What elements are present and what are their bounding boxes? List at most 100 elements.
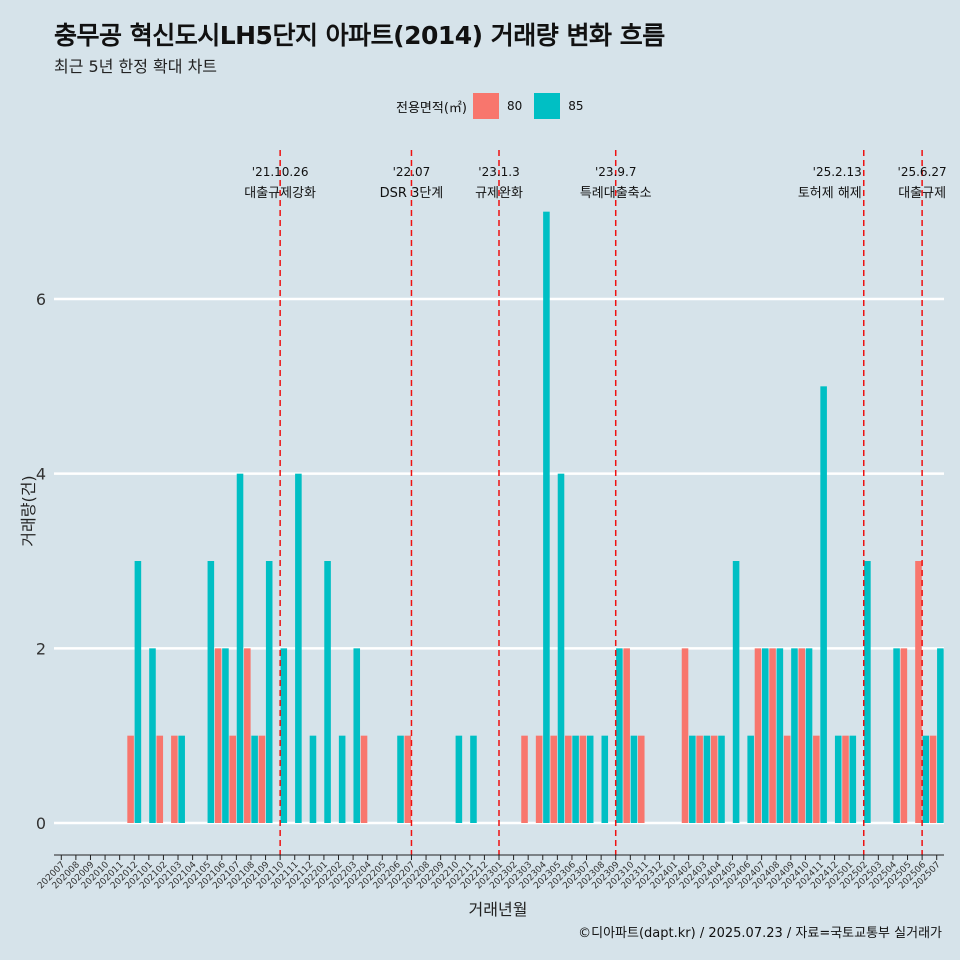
- event-date: '25.2.13: [813, 165, 862, 179]
- bar-80-202109: [258, 735, 266, 823]
- bar-85-202110: [280, 648, 288, 823]
- bar-80-202311: [637, 735, 645, 823]
- bar-85-202409: [791, 648, 798, 823]
- bar-85-202410: [805, 648, 813, 823]
- bar-85-202406: [747, 735, 754, 823]
- bar-85-202310: [630, 735, 638, 823]
- bar-80-202310: [623, 648, 630, 823]
- bar-85-202308: [601, 735, 609, 823]
- bar-80-202103: [171, 735, 178, 823]
- bar-85-202405: [732, 561, 740, 823]
- bar-80-202106: [214, 648, 222, 823]
- y-axis: 0 2 4 6: [36, 290, 46, 833]
- chart-subtitle: 최근 5년 한정 확대 차트: [54, 57, 218, 76]
- bar-85-202107: [236, 473, 244, 823]
- legend: 전용면적(㎡) 80 85: [396, 93, 590, 119]
- chart-title: 충무공 혁신도시LH5단지 아파트(2014) 거래량 변화 흐름: [54, 21, 665, 50]
- bar-80-202411: [813, 735, 820, 823]
- bar-85-202112: [309, 735, 317, 823]
- bar-85-202304: [543, 211, 550, 823]
- bar-85-202307: [586, 735, 594, 823]
- bar-85-202305: [557, 473, 565, 823]
- legend-label-80: 80: [506, 99, 523, 113]
- bars: [127, 211, 944, 823]
- y-tick-label: 6: [36, 290, 46, 309]
- bar-85-202309: [616, 648, 623, 823]
- bar-85-202106: [222, 648, 229, 823]
- bar-80-202305: [550, 735, 557, 823]
- legend-label-85: 85: [568, 99, 584, 113]
- event-label: DSR 3단계: [380, 186, 444, 201]
- bar-80-202102: [156, 735, 164, 823]
- bar-85-202502: [864, 561, 871, 823]
- bar-85-202012: [134, 561, 142, 823]
- bar-85-202105: [207, 561, 215, 823]
- bar-80-202303: [521, 735, 528, 823]
- event-date: '22.07: [393, 165, 431, 179]
- bar-85-202101: [149, 648, 156, 823]
- bar-85-202404: [718, 735, 725, 823]
- event-date: '23.9.7: [595, 165, 636, 179]
- bar-85-202306: [572, 735, 579, 823]
- bar-80-202204: [360, 735, 368, 823]
- bar-85-202411: [820, 386, 827, 823]
- bar-85-202402: [689, 735, 696, 823]
- bar-85-202201: [324, 561, 331, 823]
- bar-80-202307: [579, 735, 587, 823]
- event-label: 대출규제: [898, 186, 946, 201]
- bar-85-202507: [937, 648, 944, 823]
- bar-85-202506: [922, 735, 930, 823]
- event-date: '25.6.27: [898, 165, 947, 179]
- y-tick-label: 4: [36, 465, 46, 484]
- bar-85-202403: [703, 735, 711, 823]
- bar-85-202210: [455, 735, 463, 823]
- bar-85-202211: [470, 735, 477, 823]
- bar-80-202507: [929, 735, 937, 823]
- event-date: '21.10.26: [252, 165, 309, 179]
- bar-80-202402: [681, 648, 689, 823]
- event-label: 토허제 해제: [798, 186, 862, 201]
- source-caption: ©디아파트(dapt.kr) / 2025.07.23 / 자료=국토교통부 실…: [578, 926, 942, 941]
- bar-80-202403: [696, 735, 703, 823]
- event-lines: '21.10.26 대출규제강화 '22.07 DSR 3단계 '23.1.3 규제완화 '…: [244, 150, 947, 855]
- legend-key-85: [534, 93, 561, 119]
- bar-85-202408: [776, 648, 784, 823]
- bar-80-202501: [842, 735, 849, 823]
- bar-80-202304: [535, 735, 543, 823]
- bar-80-202107: [229, 735, 237, 823]
- event-date: '23.1.3: [478, 165, 519, 179]
- bar-85-202108: [251, 735, 258, 823]
- bar-85-202103: [178, 735, 185, 823]
- bar-85-202202: [338, 735, 346, 823]
- bar-80-202506: [915, 561, 922, 823]
- y-tick-label: 0: [36, 814, 46, 833]
- bar-80-202207: [404, 735, 412, 823]
- y-axis-title: 거래량(건): [19, 475, 38, 546]
- bar-85-202501: [849, 735, 857, 823]
- event-label: 특례대출축소: [580, 186, 652, 201]
- legend-key-80: [472, 93, 499, 119]
- bar-80-202108: [244, 648, 251, 823]
- legend-title: 전용면적(㎡): [396, 100, 467, 116]
- bar-85-202109: [265, 561, 273, 823]
- bar-80-202410: [798, 648, 806, 823]
- x-axis-title: 거래년월: [469, 900, 528, 919]
- bar-85-202412: [834, 735, 842, 823]
- bar-85-202203: [353, 648, 361, 823]
- bar-85-202206: [397, 735, 404, 823]
- bar-80-202012: [127, 735, 134, 823]
- event-label: 대출규제강화: [244, 186, 316, 201]
- y-tick-label: 2: [36, 639, 46, 658]
- event-label: 규제완화: [475, 186, 523, 201]
- bar-85-202407: [761, 648, 769, 823]
- bar-85-202111: [295, 473, 302, 823]
- bar-80-202306: [565, 735, 572, 823]
- bar-85-202504: [893, 648, 900, 823]
- bar-80-202408: [769, 648, 776, 823]
- bar-80-202409: [783, 735, 791, 823]
- bar-80-202404: [710, 735, 718, 823]
- x-axis: 2020072020082020092020102020112020122021…: [36, 854, 944, 891]
- bar-80-202407: [754, 648, 762, 823]
- bar-80-202505: [900, 648, 908, 823]
